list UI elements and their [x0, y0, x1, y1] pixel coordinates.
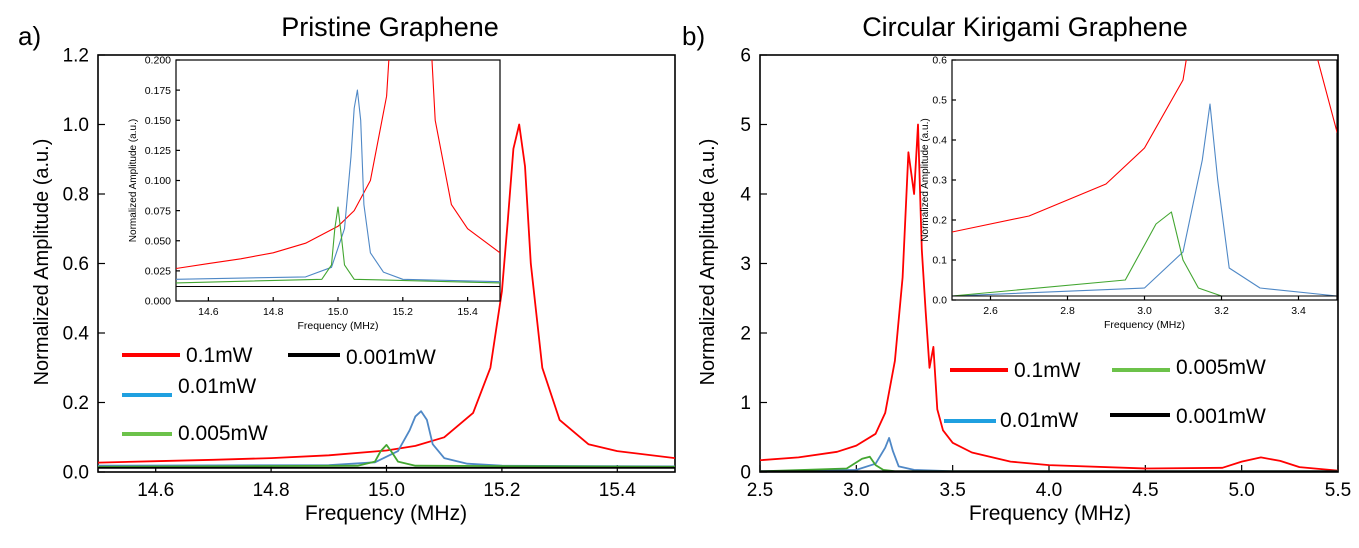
panel-a-inset-y-tick-label: 0.125: [145, 145, 171, 157]
panel-a-inset-y-tick-label: 0.100: [145, 175, 171, 187]
panel-b-main-x-tick-label: 4.5: [1132, 480, 1158, 501]
panel-a-inset-y-tick-label: 0.200: [145, 55, 171, 67]
panel-a-inset-plot: 14.6 14.8 15.0 15.2 15.4 0.000 0.025 0.050 0.075…: [128, 55, 501, 332]
panel-b-main-y-tick-label: 5: [740, 115, 751, 136]
panel-a-y-axis-label: Normalized Amplitude (a.u.): [31, 139, 53, 386]
panel-a-inset-y-tick-label: 0.150: [145, 115, 171, 127]
panel-a-main-y-tick-label: 1.0: [63, 115, 89, 136]
panel-a-main-y-tick-label: 0.6: [63, 254, 89, 275]
panel-a-inset-series-group: [176, 60, 500, 288]
panel-a-inset-y-tick-label: 0.075: [145, 205, 171, 217]
panel-b-main-series-0.1mw: [760, 123, 1338, 472]
panel-b-inset-y-tick-label: 0.1: [932, 255, 947, 267]
panel-a-main-x-tick-label: 15.4: [599, 480, 636, 501]
legend-label-0.01mw: 0.01mW: [178, 375, 256, 398]
panel-a-inset-y-tick-label: 0.000: [145, 296, 171, 308]
panel-b-inset-x-tick-label: 3.2: [1214, 305, 1229, 317]
panel-b-inset-y-axis-label: Normalized Amplitude (a.u.): [920, 118, 931, 241]
panel-b-main-y-tick-label: 1: [740, 393, 751, 414]
panel-b-main-series-group: [760, 123, 1338, 472]
panel-a-inset-plot-frame: [175, 59, 501, 302]
panel-b-main-x-tick-label: 5.0: [1228, 480, 1254, 501]
panel-a-main-x-tick-label: 14.6: [137, 480, 174, 501]
panel-b-label: b): [682, 21, 705, 51]
panel-b-main-x-tick-label: 5.5: [1325, 480, 1351, 501]
panel-a-main-x-tick-label: 14.8: [253, 480, 290, 501]
legend-label-0.001mw: 0.001mW: [346, 346, 436, 369]
panel-b-main-y-tick-label: 3: [740, 254, 751, 275]
panel-a-main-y-tick-label: 0.8: [63, 185, 89, 206]
panel-b-inset-y-tick-label: 0.3: [932, 175, 947, 187]
legend-label-0.005mw: 0.005mW: [1176, 356, 1266, 379]
panel-a-inset-y-tick-label: 0.050: [145, 235, 171, 247]
panel-a-inset-x-tick-label: 15.4: [457, 306, 478, 318]
panel-b-inset-plot: 2.6 2.8 3.0 3.2 3.4 0.0 0.1 0.2 0.3 0.4 0.5 0.6 Freq…: [920, 55, 1338, 331]
panel-b-y-axis-label: Normalized Amplitude (a.u.): [697, 139, 719, 386]
panel-a-inset-series-0.005mw: [176, 206, 500, 284]
panel-a: 14.6 14.8 15.0 15.2 15.4 0.0 0.2 0.4 0.6 0.8 1.0 1.…: [18, 12, 676, 525]
panel-b-inset-x-axis-label: Frequency (MHz): [1104, 319, 1185, 331]
panel-a-main-series-group: [98, 123, 675, 469]
legend-label-0.01mw: 0.01mW: [1000, 409, 1078, 432]
panel-a-inset-x-axis-label: Frequency (MHz): [297, 320, 378, 332]
panel-a-main-y-tick-label: 0.2: [63, 393, 89, 414]
panel-a-inset-series-0.01mw: [176, 89, 500, 283]
panel-b-inset-plot-frame: [951, 59, 1338, 301]
panel-a-title: Pristine Graphene: [281, 12, 499, 42]
panel-b-inset-x-tick-label: 3.0: [1137, 305, 1152, 317]
panel-b: 2.5 3.0 3.5 4.0 4.5 5.0 5.5 0 1 2 3 4 5 6 2.6 2.8 3.0 3.2…: [682, 12, 1351, 525]
panel-a-x-axis-label: Frequency (MHz): [305, 502, 467, 525]
panel-b-x-axis-label: Frequency (MHz): [969, 502, 1131, 525]
panel-b-title: Circular Kirigami Graphene: [862, 12, 1188, 42]
panel-b-inset-y-tick-label: 0.0: [932, 295, 947, 307]
panel-b-main-x-tick-label: 2.5: [747, 480, 773, 501]
panel-b-inset-x-tick-label: 3.4: [1291, 305, 1306, 317]
panel-a-inset-x-tick-label: 14.8: [263, 306, 284, 318]
panel-a-inset-y-tick-label: 0.025: [145, 266, 171, 278]
panel-a-legend: 0.1mW 0.001mW 0.01mW 0.005mW: [122, 344, 436, 445]
panel-a-main-y-tick-label: 0.4: [63, 324, 90, 345]
panel-b-inset-series-group: [952, 60, 1337, 297]
panel-b-inset-y-tick-label: 0.2: [932, 215, 947, 227]
panel-b-main-x-tick-label: 3.0: [843, 480, 869, 501]
panel-b-inset-y-tick-label: 0.4: [932, 135, 947, 147]
panel-b-inset-x-tick-label: 2.8: [1060, 305, 1075, 317]
panel-a-inset-x-tick-label: 15.0: [328, 306, 349, 318]
panel-b-inset-series-0.005mw: [952, 211, 1337, 297]
panel-a-inset-y-axis-label: Normalized Amplitude (a.u.): [128, 119, 139, 242]
panel-b-main-y-tick-label: 2: [740, 324, 751, 345]
panel-a-inset-x-tick-label: 14.6: [198, 306, 219, 318]
panel-a-main-y-tick-label: 0.0: [63, 463, 89, 484]
panel-b-main-x-tick-label: 4.0: [1036, 480, 1062, 501]
panel-b-inset-y-tick-label: 0.5: [932, 95, 947, 107]
panel-a-inset-series-0.1mw: [176, 60, 500, 270]
panel-a-main-series-0.005mw: [98, 444, 675, 468]
panel-a-inset-x-tick-label: 15.2: [393, 306, 414, 318]
panel-b-inset-y-tick-label: 0.6: [932, 55, 947, 67]
panel-b-main-y-tick-label: 4: [740, 185, 751, 206]
panel-a-main-x-tick-label: 15.2: [483, 480, 520, 501]
panel-b-inset-x-tick-label: 2.6: [983, 305, 998, 317]
legend-label-0.001mw: 0.001mW: [1176, 405, 1266, 428]
panel-b-inset-series-0.01mw: [952, 103, 1337, 297]
legend-label-0.1mw: 0.1mW: [1014, 359, 1081, 382]
panel-a-main-series-0.1mw: [98, 123, 675, 464]
panel-b-main-x-tick-label: 3.5: [939, 480, 965, 501]
panel-a-main-y-tick-label: 1.2: [63, 46, 89, 67]
panel-a-label: a): [18, 21, 41, 51]
panel-a-main-x-tick-label: 15.0: [368, 480, 405, 501]
panel-b-legend: 0.1mW 0.005mW 0.01mW 0.001mW: [944, 356, 1266, 432]
panel-a-inset-y-tick-label: 0.175: [145, 85, 171, 97]
legend-label-0.1mw: 0.1mW: [186, 344, 253, 367]
panel-b-main-y-tick-label: 0: [740, 463, 751, 484]
legend-label-0.005mw: 0.005mW: [178, 422, 268, 445]
panel-b-main-y-tick-label: 6: [740, 46, 751, 67]
